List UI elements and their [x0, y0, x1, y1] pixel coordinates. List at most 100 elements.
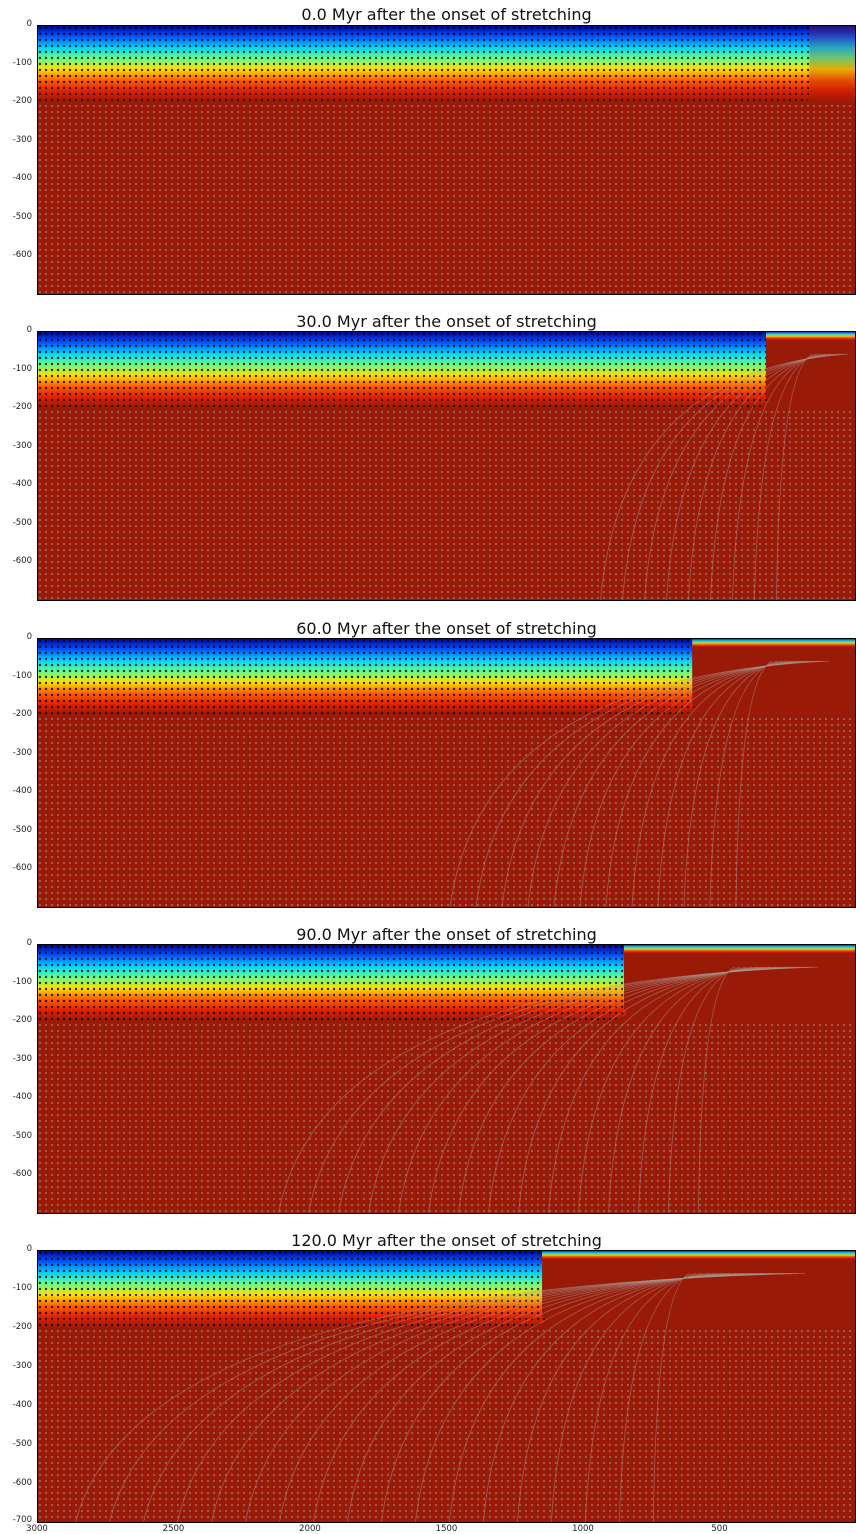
- y-tick-label: -400: [12, 1092, 32, 1103]
- flow-streamline: [74, 1273, 805, 1523]
- panel-plot-2: [37, 331, 856, 601]
- flow-streamline: [448, 1273, 731, 1523]
- panel-title-4: 90.0 Myr after the onset of stretching: [296, 925, 597, 944]
- thinned-lithosphere: [692, 638, 856, 648]
- panel-plot-3: [37, 638, 856, 908]
- flow-streamline: [380, 1273, 744, 1523]
- flow-streamline: [637, 966, 747, 1214]
- y-tick-label: 0: [26, 1244, 32, 1254]
- lithosphere-tracers: [37, 25, 811, 103]
- mantle-tracers: [37, 408, 856, 601]
- flow-streamline: [735, 660, 773, 908]
- x-tick-label: 2000: [299, 1524, 321, 1534]
- y-tick-label: -500: [12, 517, 32, 528]
- flow-streamline: [550, 1273, 710, 1523]
- y-tick-label: -300: [12, 747, 32, 758]
- flow-streamline: [553, 660, 809, 908]
- y-tick-label: -200: [12, 709, 32, 720]
- flow-streamline: [622, 353, 844, 601]
- flow-streamline: [666, 353, 835, 601]
- y-tick-label: -400: [12, 1400, 32, 1410]
- panel-title-5: 120.0 Myr after the onset of stretching: [291, 1231, 602, 1250]
- flow-streamline: [487, 966, 777, 1214]
- lithosphere-tracers: [37, 944, 627, 1022]
- flow-streamline: [605, 660, 798, 908]
- flow-streamline: [697, 966, 735, 1214]
- y-tick-label: -300: [12, 440, 32, 451]
- x-tick-label: 2500: [162, 1524, 185, 1534]
- y-tick-label: -200: [12, 1015, 32, 1026]
- flow-streamline: [397, 966, 795, 1214]
- flow-streamline: [517, 966, 771, 1214]
- thinned-lithosphere: [542, 1250, 856, 1260]
- y-tick-label-bottom: -700: [12, 1515, 32, 1525]
- flow-streamline: [414, 1273, 737, 1523]
- flow-streamline: [579, 660, 804, 908]
- flow-streamline: [732, 353, 822, 601]
- y-tick-label: -300: [12, 1361, 32, 1371]
- flow-streamline: [683, 660, 783, 908]
- flow-streamline: [457, 966, 783, 1214]
- y-tick-label: 0: [26, 938, 32, 948]
- flow-streamline: [346, 1273, 751, 1523]
- y-tick-label: -400: [12, 173, 32, 184]
- y-tick-label: -200: [12, 402, 32, 413]
- flow-streamline: [367, 966, 801, 1214]
- thinned-lithosphere: [765, 331, 856, 341]
- y-tick-label: -500: [12, 824, 32, 835]
- initial-lithosphere-right: [809, 25, 856, 103]
- y-tick-label: -100: [12, 1283, 32, 1293]
- lithosphere-tracers: [37, 1250, 546, 1328]
- flow-streamline: [584, 1273, 703, 1523]
- panel-plot-5: [37, 1250, 856, 1523]
- flow-streamline: [652, 1273, 690, 1523]
- flow-streamline: [516, 1273, 717, 1523]
- y-tick-label: -300: [12, 1053, 32, 1064]
- flow-streamline: [776, 353, 813, 601]
- flow-streamline: [427, 966, 789, 1214]
- flow-streamline: [312, 1273, 758, 1523]
- flow-streamline: [277, 966, 819, 1214]
- y-tick-label: 0: [26, 632, 32, 642]
- lithosphere-tracers: [37, 638, 695, 716]
- x-tick-label: 1000: [572, 1524, 594, 1534]
- flow-streamline: [710, 353, 826, 601]
- mantle-tracers: [37, 102, 856, 295]
- x-tick-label: 500: [711, 1524, 728, 1534]
- y-tick-label: -600: [12, 1169, 32, 1180]
- y-tick-label: -600: [12, 556, 32, 567]
- flow-streamline: [278, 1273, 765, 1523]
- lithosphere-tracers: [37, 331, 768, 409]
- mantle-tracers: [37, 1328, 856, 1523]
- flow-streamline: [667, 966, 741, 1214]
- mantle-tracers: [37, 715, 856, 908]
- mantle-tracers: [37, 1021, 856, 1214]
- flow-streamline: [631, 660, 793, 908]
- y-tick-label: -100: [12, 57, 32, 68]
- y-tick-label: -100: [12, 363, 32, 374]
- panel-plot-1: [37, 25, 856, 295]
- y-tick-label: -300: [12, 134, 32, 145]
- panel-title-2: 30.0 Myr after the onset of stretching: [296, 312, 597, 331]
- flow-streamline: [577, 966, 759, 1214]
- y-tick-label: -600: [12, 1478, 32, 1488]
- flow-streamline: [618, 1273, 697, 1523]
- flow-streamline: [547, 966, 765, 1214]
- flow-streamline: [482, 1273, 724, 1523]
- y-tick-label: -500: [12, 211, 32, 222]
- thinned-lithosphere: [623, 944, 856, 954]
- y-tick-label: -500: [12, 1130, 32, 1141]
- y-tick-label: -200: [12, 96, 32, 107]
- flow-streamline: [600, 353, 848, 601]
- y-tick-label: -600: [12, 250, 32, 261]
- y-tick-label: -200: [12, 1322, 32, 1332]
- x-tick-label: 1500: [435, 1524, 458, 1534]
- y-tick-label: -400: [12, 479, 32, 490]
- y-tick-label: -600: [12, 863, 32, 874]
- y-tick-label: -400: [12, 786, 32, 797]
- y-tick-label: -500: [12, 1439, 32, 1449]
- flow-streamline: [657, 660, 788, 908]
- flow-streamline: [449, 660, 830, 908]
- panel-title-3: 60.0 Myr after the onset of stretching: [296, 619, 597, 638]
